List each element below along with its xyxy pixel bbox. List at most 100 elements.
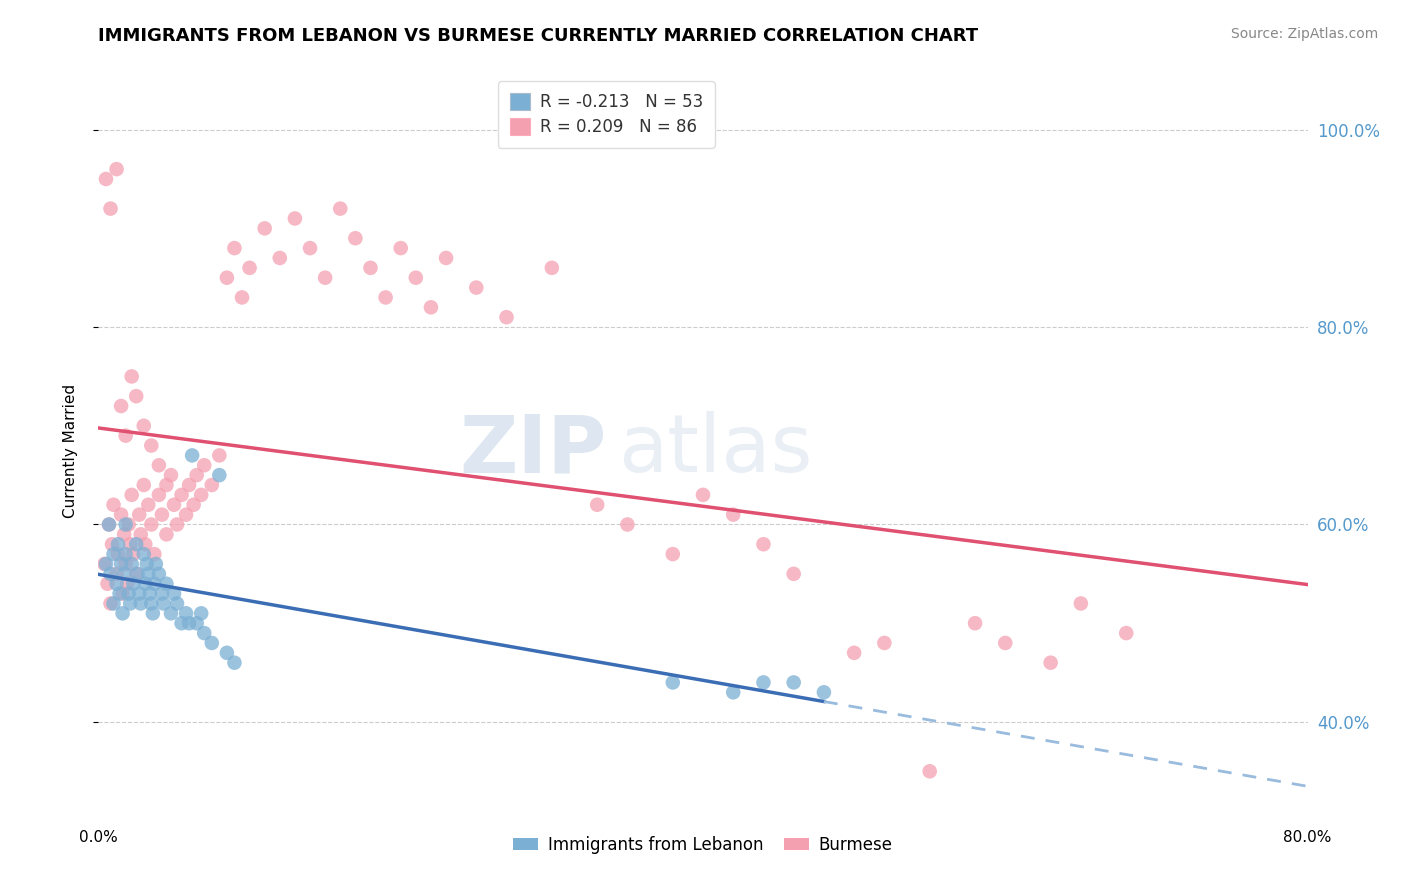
Point: [374, 290, 396, 304]
Point: [129, 527, 152, 541]
Legend: Immigrants from Lebanon, Burmese: Immigrants from Lebanon, Burmese: [506, 829, 900, 861]
Point: [145, 557, 167, 571]
Point: [132, 547, 155, 561]
Point: [224, 656, 246, 670]
Point: [98, 517, 121, 532]
Point: [723, 508, 745, 522]
Point: [166, 597, 188, 611]
Point: [360, 260, 382, 275]
Point: [141, 517, 163, 532]
Point: [179, 478, 201, 492]
Text: Source: ZipAtlas.com: Source: ZipAtlas.com: [1230, 27, 1378, 41]
Point: [141, 597, 163, 611]
Point: [94, 172, 117, 186]
Point: [752, 537, 775, 551]
Point: [132, 478, 155, 492]
Point: [114, 428, 136, 442]
Point: [163, 586, 186, 600]
Point: [148, 566, 170, 581]
Point: [1070, 597, 1092, 611]
Point: [132, 418, 155, 433]
Point: [179, 616, 201, 631]
Point: [269, 251, 291, 265]
Point: [121, 488, 143, 502]
Point: [103, 597, 125, 611]
Point: [873, 636, 896, 650]
Point: [107, 537, 129, 551]
Point: [152, 597, 174, 611]
Point: [201, 636, 224, 650]
Point: [105, 576, 128, 591]
Point: [114, 517, 136, 532]
Point: [136, 566, 159, 581]
Point: [107, 547, 129, 561]
Point: [420, 301, 443, 315]
Point: [148, 488, 170, 502]
Text: ZIP: ZIP: [458, 411, 606, 490]
Point: [150, 586, 173, 600]
Point: [692, 488, 714, 502]
Point: [141, 438, 163, 452]
Point: [100, 202, 122, 216]
Point: [98, 517, 121, 532]
Point: [143, 576, 166, 591]
Point: [155, 527, 177, 541]
Point: [115, 576, 138, 591]
Point: [125, 389, 148, 403]
Point: [121, 369, 143, 384]
Point: [118, 586, 141, 600]
Point: [93, 557, 115, 571]
Point: [181, 449, 204, 463]
Point: [142, 607, 165, 621]
Point: [110, 508, 132, 522]
Point: [215, 646, 238, 660]
Point: [540, 260, 562, 275]
Point: [186, 468, 208, 483]
Point: [616, 517, 638, 532]
Point: [135, 557, 157, 571]
Point: [224, 241, 246, 255]
Point: [103, 498, 125, 512]
Point: [495, 310, 517, 325]
Point: [586, 498, 609, 512]
Point: [299, 241, 322, 255]
Point: [134, 576, 156, 591]
Point: [783, 566, 806, 581]
Point: [314, 270, 336, 285]
Point: [994, 636, 1017, 650]
Y-axis label: Currently Married: Currently Married: [63, 384, 77, 517]
Point: [170, 488, 193, 502]
Point: [239, 260, 262, 275]
Point: [661, 675, 683, 690]
Point: [160, 607, 183, 621]
Point: [389, 241, 412, 255]
Point: [105, 566, 128, 581]
Point: [434, 251, 457, 265]
Point: [215, 270, 238, 285]
Point: [344, 231, 367, 245]
Point: [1115, 626, 1137, 640]
Point: [110, 399, 132, 413]
Point: [112, 527, 135, 541]
Point: [112, 566, 135, 581]
Point: [143, 547, 166, 561]
Point: [231, 290, 253, 304]
Point: [121, 557, 143, 571]
Point: [174, 508, 197, 522]
Point: [139, 586, 162, 600]
Point: [186, 616, 208, 631]
Point: [136, 498, 159, 512]
Point: [752, 675, 775, 690]
Point: [723, 685, 745, 699]
Point: [114, 547, 136, 561]
Point: [122, 576, 145, 591]
Point: [122, 547, 145, 561]
Point: [465, 280, 488, 294]
Point: [96, 576, 118, 591]
Point: [120, 597, 142, 611]
Point: [813, 685, 835, 699]
Point: [125, 537, 148, 551]
Text: atlas: atlas: [619, 411, 813, 490]
Point: [128, 508, 150, 522]
Point: [783, 675, 806, 690]
